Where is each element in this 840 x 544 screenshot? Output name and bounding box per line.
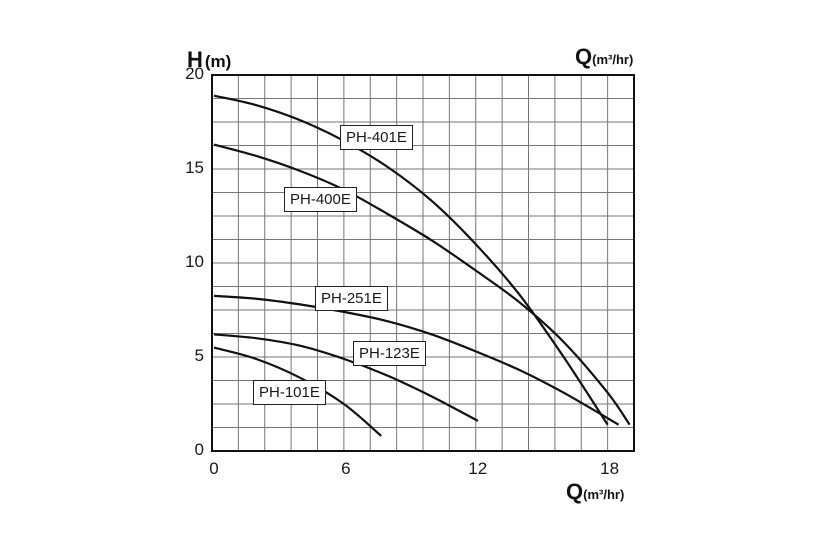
x-axis-title-top: Q(m³/hr) [575, 44, 633, 70]
x-axis-symbol-top: Q [575, 44, 593, 69]
curve-label-ph-251e: PH-251E [315, 286, 388, 311]
x-tick-label: 18 [600, 459, 620, 478]
curve-label-ph-400e: PH-400E [284, 187, 357, 212]
x-tick-label: 12 [468, 459, 488, 478]
y-axis-unit: (m) [204, 52, 232, 71]
curve-label-ph-101e: PH-101E [253, 380, 326, 405]
y-tick-label: 0 [194, 440, 204, 459]
curve-ph-401e [213, 94, 609, 426]
plot-frame [211, 74, 635, 452]
curve-label-ph-123e: PH-123E [353, 341, 426, 366]
curve-ph-251e [213, 294, 620, 426]
x-axis-unit-top: (m³/hr) [592, 52, 634, 67]
y-tick-label: 10 [185, 252, 204, 271]
y-tick-label: 5 [194, 346, 204, 365]
y-axis-title: H (m) [187, 47, 231, 73]
y-axis-symbol: H [187, 47, 203, 72]
x-axis-symbol: Q [566, 479, 584, 504]
y-tick-label: 15 [185, 158, 204, 177]
curve-ph-123e [213, 333, 479, 422]
curve-ph-400e [213, 143, 631, 426]
x-axis-unit: (m³/hr) [583, 487, 625, 502]
x-tick-label: 6 [341, 459, 351, 478]
y-tick-label: 20 [185, 64, 204, 83]
x-axis-title: Q(m³/hr) [566, 479, 624, 505]
x-tick-label: 0 [209, 459, 219, 478]
curve-ph-101e [213, 346, 382, 437]
curve-label-ph-401e: PH-401E [340, 125, 413, 150]
pump-curves [213, 94, 631, 437]
